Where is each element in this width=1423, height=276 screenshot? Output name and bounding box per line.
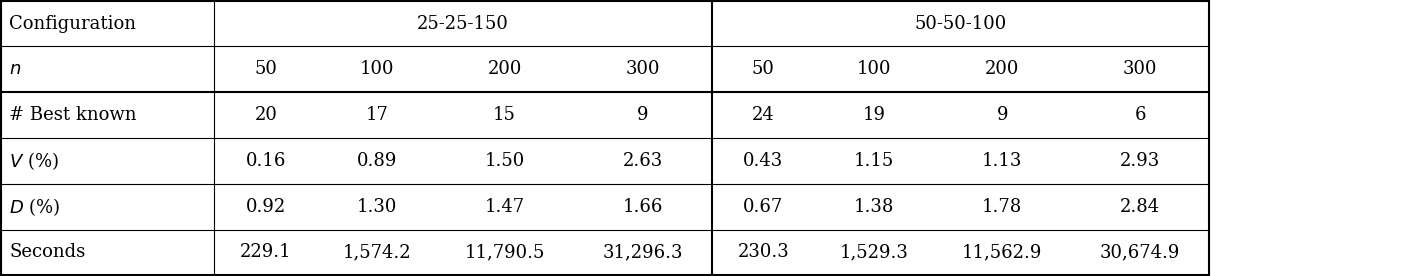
Text: 31,296.3: 31,296.3	[602, 243, 683, 261]
Text: 100: 100	[360, 60, 394, 78]
Text: 0.16: 0.16	[246, 152, 286, 170]
Text: 11,790.5: 11,790.5	[464, 243, 545, 261]
Text: 30,674.9: 30,674.9	[1100, 243, 1180, 261]
Text: 1,529.3: 1,529.3	[840, 243, 909, 261]
Text: 24: 24	[751, 106, 774, 124]
Text: 0.67: 0.67	[743, 198, 784, 216]
Text: 0.92: 0.92	[246, 198, 286, 216]
Text: 20: 20	[255, 106, 277, 124]
Text: 1.78: 1.78	[982, 198, 1022, 216]
Text: 25-25-150: 25-25-150	[417, 15, 508, 33]
Text: 9: 9	[996, 106, 1007, 124]
Text: 11,562.9: 11,562.9	[962, 243, 1043, 261]
Text: 200: 200	[488, 60, 522, 78]
Text: 1.66: 1.66	[622, 198, 663, 216]
Text: 50: 50	[751, 60, 776, 78]
Text: 200: 200	[985, 60, 1019, 78]
Text: 19: 19	[862, 106, 885, 124]
Text: 1.38: 1.38	[854, 198, 895, 216]
Text: 1.47: 1.47	[485, 198, 525, 216]
Text: 17: 17	[366, 106, 388, 124]
Text: 15: 15	[494, 106, 517, 124]
Text: 230.3: 230.3	[737, 243, 790, 261]
Text: 229.1: 229.1	[240, 243, 292, 261]
Text: 1,574.2: 1,574.2	[343, 243, 411, 261]
Text: 1.30: 1.30	[357, 198, 397, 216]
Text: 2.63: 2.63	[622, 152, 663, 170]
Text: Seconds: Seconds	[9, 243, 85, 261]
Text: 9: 9	[638, 106, 649, 124]
Text: 1.15: 1.15	[854, 152, 895, 170]
Text: 300: 300	[1123, 60, 1157, 78]
Text: 0.43: 0.43	[743, 152, 784, 170]
Text: 2.93: 2.93	[1120, 152, 1160, 170]
Text: 2.84: 2.84	[1120, 198, 1160, 216]
Text: 50-50-100: 50-50-100	[914, 15, 1006, 33]
Text: Configuration: Configuration	[9, 15, 137, 33]
Text: 1.13: 1.13	[982, 152, 1022, 170]
Text: $V$ (%): $V$ (%)	[9, 150, 58, 172]
Text: # Best known: # Best known	[9, 106, 137, 124]
Text: 6: 6	[1134, 106, 1146, 124]
Text: 1.50: 1.50	[484, 152, 525, 170]
Text: $n$: $n$	[9, 60, 21, 78]
Text: 0.89: 0.89	[357, 152, 397, 170]
Text: 300: 300	[625, 60, 660, 78]
Text: 50: 50	[255, 60, 277, 78]
Text: 100: 100	[857, 60, 892, 78]
Text: $D$ (%): $D$ (%)	[9, 196, 61, 217]
